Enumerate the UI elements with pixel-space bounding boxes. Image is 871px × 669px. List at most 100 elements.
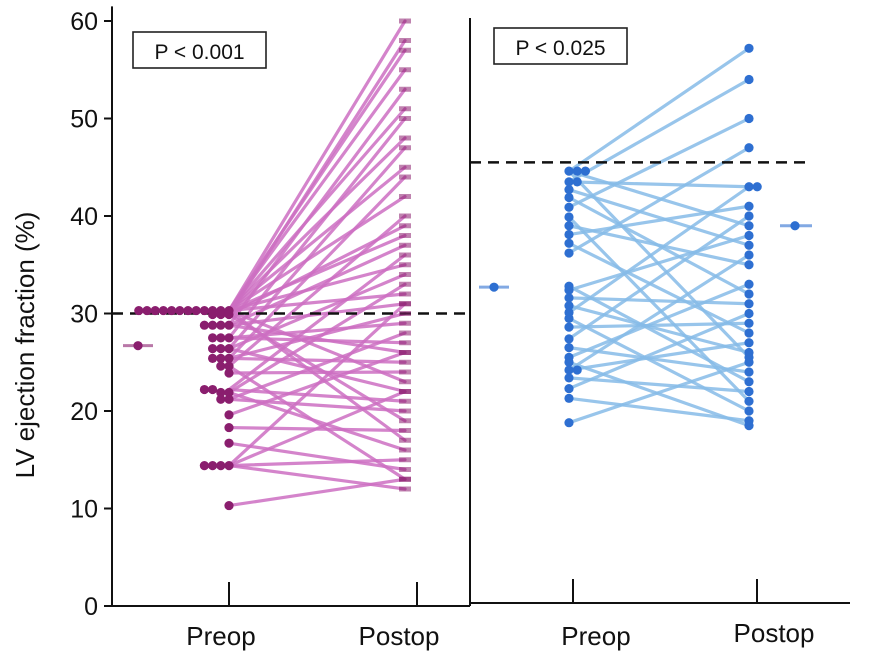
postop-point: [399, 311, 411, 316]
postop-point: [744, 318, 754, 328]
postop-point: [744, 182, 754, 192]
pair-line: [567, 316, 751, 413]
preop-point: [564, 343, 574, 353]
pair-line: [567, 360, 751, 428]
pair-line: [227, 321, 407, 340]
postop-point: [744, 211, 754, 221]
preop-point: [572, 365, 582, 375]
y-tick-label: 60: [70, 8, 98, 36]
postop-point: [399, 272, 411, 277]
preop-point: [564, 221, 574, 231]
paired-lines-layer: [227, 19, 751, 508]
preop-point: [134, 305, 144, 316]
pair-line: [567, 284, 751, 384]
y-tick-label: 10: [70, 496, 98, 524]
postop-point: [399, 86, 411, 92]
pair-line: [227, 477, 407, 508]
pair-line: [567, 396, 751, 423]
preop-point: [224, 368, 234, 378]
preop-point: [199, 305, 209, 316]
pair-line: [567, 296, 751, 306]
pair-line: [227, 19, 407, 313]
preop-point: [216, 333, 226, 343]
postop-point: [744, 74, 754, 85]
pair-line: [227, 68, 407, 313]
postop-point: [744, 308, 754, 319]
postop-point: [399, 223, 411, 229]
postop-point: [399, 252, 411, 258]
preop-point: [142, 305, 152, 316]
postop-mean-point: [790, 221, 800, 231]
y-tick-label: 20: [70, 398, 98, 426]
pair-line: [227, 311, 407, 360]
axes-layer: 0 10 20 30 40 50 60: [70, 6, 850, 621]
preop-point: [564, 202, 574, 212]
postop-point: [399, 330, 411, 336]
preop-point: [216, 305, 226, 316]
pair-line: [567, 204, 751, 237]
preop-mean-point: [489, 282, 499, 292]
postop-point: [399, 476, 411, 482]
postop-point: [744, 113, 754, 124]
preop-point: [564, 418, 574, 428]
pair-line: [567, 215, 751, 403]
postop-point: [744, 377, 754, 387]
x-label-left-preop: Preop: [186, 621, 255, 651]
postop-point: [744, 250, 754, 260]
x-label-left-postop: Postop: [359, 621, 440, 651]
postop-point: [399, 437, 411, 443]
preop-point: [216, 344, 226, 354]
postop-point: [744, 143, 754, 153]
pair-line: [567, 185, 751, 315]
preop-point: [167, 305, 177, 316]
postop-point: [399, 447, 411, 453]
postop-point: [744, 221, 754, 231]
preop-point: [572, 177, 582, 187]
postop-point: [399, 408, 411, 414]
postop-point: [399, 135, 411, 141]
p-value-box-left: P < 0.001: [132, 31, 267, 69]
preop-point: [564, 365, 574, 375]
pair-line: [227, 292, 407, 313]
preop-point: [208, 333, 218, 343]
preop-point: [208, 461, 218, 471]
preop-point: [216, 461, 226, 471]
preop-point: [564, 373, 574, 383]
pair-line: [227, 175, 407, 360]
preop-point: [564, 248, 574, 258]
preop-point: [564, 177, 574, 187]
postop-point: [399, 457, 411, 463]
pair-line: [227, 146, 407, 351]
postop-point: [399, 428, 411, 433]
pair-line: [227, 364, 407, 481]
preop-point: [224, 438, 234, 448]
preop-point: [564, 229, 574, 240]
preop-point: [150, 305, 160, 316]
preop-mean-point: [133, 341, 143, 351]
points-layer: [123, 18, 812, 511]
x-label-right-preop: Preop: [561, 621, 630, 651]
preop-point: [564, 293, 574, 303]
postop-point: [744, 260, 754, 270]
preop-point: [564, 322, 574, 332]
preop-point: [216, 361, 226, 371]
pair-line: [567, 146, 751, 255]
p-value-right: P < 0.025: [515, 37, 605, 60]
postop-point: [752, 182, 762, 192]
postop-point: [399, 242, 411, 248]
preop-point: [224, 410, 234, 420]
y-axis-label: LV ejection fraction (%): [10, 212, 40, 479]
preop-point: [208, 353, 218, 363]
postop-point: [399, 67, 411, 73]
pair-line: [227, 243, 407, 327]
postop-point: [399, 174, 411, 180]
postop-point: [399, 38, 411, 43]
pair-line: [227, 253, 407, 392]
preop-point: [208, 344, 218, 354]
pair-line: [227, 387, 407, 403]
postop-point: [399, 262, 411, 268]
pair-line: [567, 195, 751, 296]
y-tick-label: 30: [70, 301, 98, 329]
preop-point: [183, 305, 193, 316]
preop-point: [224, 361, 234, 371]
